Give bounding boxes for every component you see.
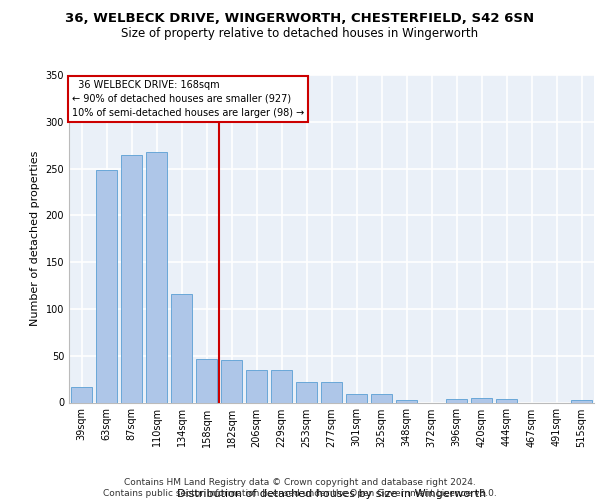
Bar xyxy=(196,360,217,403)
Bar xyxy=(271,370,292,402)
Bar xyxy=(246,370,267,402)
Y-axis label: Number of detached properties: Number of detached properties xyxy=(30,151,40,326)
Bar xyxy=(396,400,417,402)
Bar xyxy=(96,170,117,402)
Bar xyxy=(71,386,92,402)
Bar xyxy=(496,399,517,402)
Bar xyxy=(371,394,392,402)
Text: Size of property relative to detached houses in Wingerworth: Size of property relative to detached ho… xyxy=(121,28,479,40)
Bar xyxy=(146,152,167,402)
Text: Contains HM Land Registry data © Crown copyright and database right 2024.
Contai: Contains HM Land Registry data © Crown c… xyxy=(103,478,497,498)
Bar xyxy=(471,398,492,402)
Bar xyxy=(321,382,342,402)
Bar xyxy=(346,394,367,402)
Bar xyxy=(171,294,192,403)
Bar xyxy=(221,360,242,403)
Bar xyxy=(121,154,142,402)
Bar xyxy=(571,400,592,402)
Text: 36 WELBECK DRIVE: 168sqm  
← 90% of detached houses are smaller (927)
10% of sem: 36 WELBECK DRIVE: 168sqm ← 90% of detach… xyxy=(71,80,304,118)
Bar xyxy=(446,399,467,402)
Text: 36, WELBECK DRIVE, WINGERWORTH, CHESTERFIELD, S42 6SN: 36, WELBECK DRIVE, WINGERWORTH, CHESTERF… xyxy=(65,12,535,26)
Bar xyxy=(296,382,317,402)
X-axis label: Distribution of detached houses by size in Wingerworth: Distribution of detached houses by size … xyxy=(177,488,486,498)
